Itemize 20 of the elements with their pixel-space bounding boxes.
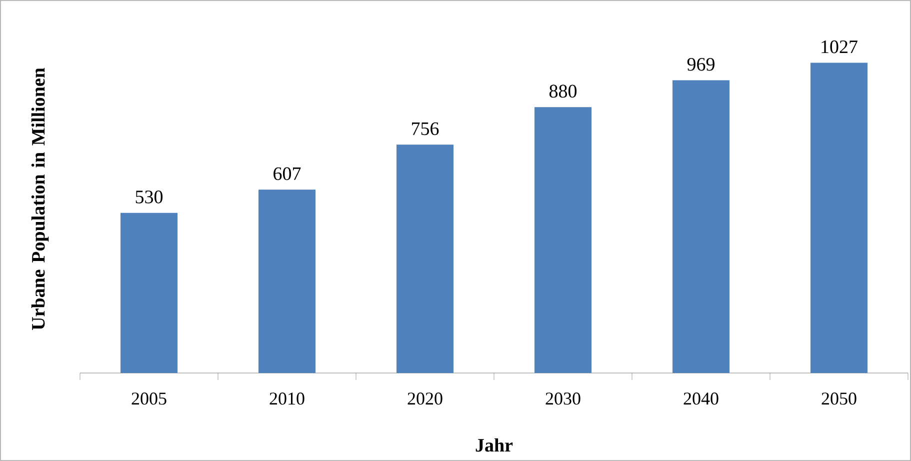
bar [396, 144, 454, 373]
x-tick-label: 2010 [270, 392, 304, 405]
data-label: 607 [274, 167, 301, 180]
x-tick-label: 2020 [408, 392, 442, 405]
data-label: 1027 [822, 40, 858, 54]
data-label: 969 [687, 58, 714, 71]
data-label: 530 [136, 190, 163, 204]
data-label: 756 [412, 122, 439, 136]
x-tick-label: 2030 [546, 392, 580, 405]
y-axis-title: Urbane Population in Millionen [31, 68, 49, 330]
x-tick-label: 2005 [132, 392, 166, 405]
bar [810, 62, 868, 373]
bar [672, 80, 730, 373]
bar [258, 190, 316, 373]
data-label: 880 [549, 84, 577, 98]
x-tick-label: 2040 [684, 392, 718, 405]
bar [120, 212, 178, 373]
x-tick-label: 2050 [822, 392, 856, 405]
x-axis-title: Jahr [476, 438, 513, 452]
bar [534, 107, 592, 373]
